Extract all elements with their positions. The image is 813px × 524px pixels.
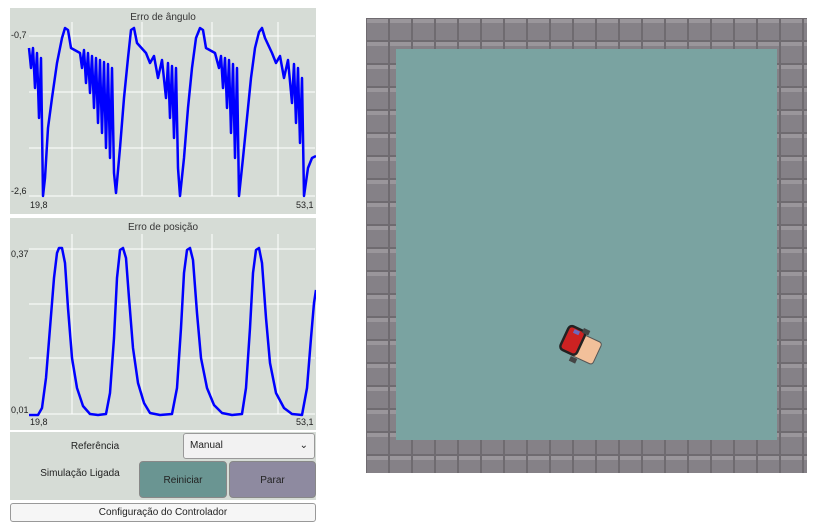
simulation-status: Simulação Ligada xyxy=(40,468,120,479)
angle-plot-title: Erro de ângulo xyxy=(130,12,196,23)
control-panel: Erro de ângulo -0,7 -2,6 19,8 53,1 Erro … xyxy=(10,8,316,524)
position-x-end: 53,1 xyxy=(296,417,314,427)
position-error-chart xyxy=(29,234,316,417)
angle-error-series xyxy=(27,26,316,198)
angle-error-chart xyxy=(27,22,316,198)
reference-label: Referência xyxy=(70,441,120,452)
position-x-start: 19,8 xyxy=(30,417,48,427)
restart-button[interactable]: Reiniciar xyxy=(139,461,227,498)
angle-y-min: -2,6 xyxy=(11,186,27,196)
position-y-max: 0,37 xyxy=(11,249,29,259)
stop-button[interactable]: Parar xyxy=(229,461,316,498)
chevron-down-icon: ⌄ xyxy=(299,440,308,451)
simulation-arena xyxy=(366,18,807,473)
controller-config-button[interactable]: Configuração do Controlador xyxy=(10,503,316,522)
arena-floor xyxy=(396,49,777,440)
angle-error-plot: Erro de ângulo -0,7 -2,6 19,8 53,1 xyxy=(10,8,316,214)
position-error-plot: Erro de posição 0,37 0,01 19,8 53,1 xyxy=(10,218,316,430)
robot-icon xyxy=(559,324,602,365)
grid xyxy=(29,234,315,415)
position-error-series xyxy=(29,246,316,417)
position-plot-title: Erro de posição xyxy=(127,222,199,233)
reference-select[interactable]: Manual ⌄ xyxy=(183,433,315,459)
angle-x-end: 53,1 xyxy=(296,200,314,210)
position-y-min: 0,01 xyxy=(11,405,29,415)
angle-y-max: -0,7 xyxy=(11,30,27,40)
reference-value: Manual xyxy=(190,440,223,451)
angle-x-start: 19,8 xyxy=(30,200,48,210)
arena-canvas xyxy=(366,18,807,473)
